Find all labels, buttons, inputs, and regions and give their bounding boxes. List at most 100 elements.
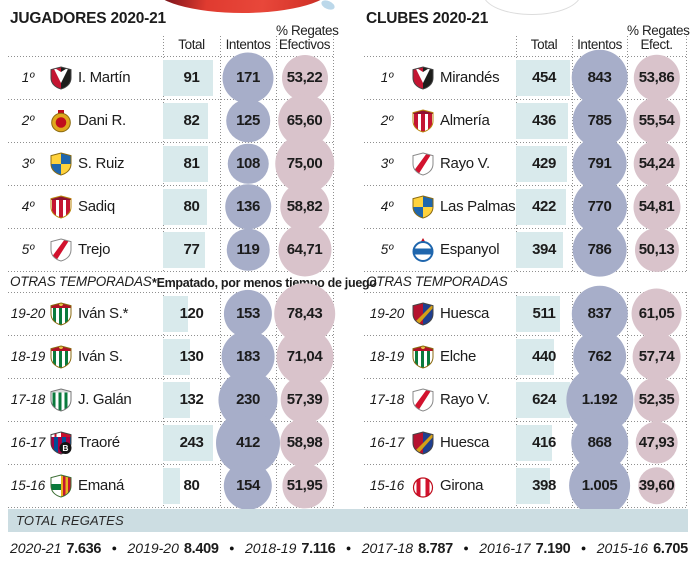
row-rank: 1º <box>21 70 35 85</box>
row-rank: 17-18 <box>369 392 405 407</box>
total-value: 80 <box>183 477 200 494</box>
row-rank: 15-16 <box>369 478 405 493</box>
season-total-item: 2015-16 6.705 <box>597 540 688 557</box>
total-value: 429 <box>532 155 556 172</box>
row-name: Emaná <box>78 477 125 494</box>
row-rank: 2º <box>380 113 394 128</box>
divider-line <box>686 36 687 271</box>
divider-line <box>364 271 686 272</box>
col-header-pct-line1: % Regates <box>627 22 690 38</box>
total-cell: 416 <box>516 421 572 464</box>
pct-cell: 50,13 <box>627 227 686 272</box>
row-name: Iván S. <box>78 348 123 365</box>
total-cell: 243 <box>163 421 220 464</box>
total-regates-banner: TOTAL REGATES <box>8 509 688 532</box>
row-rank: 16-17 <box>10 435 46 450</box>
total-cell: 130 <box>163 335 220 378</box>
huesca-crest-icon <box>410 430 436 455</box>
divider-line <box>8 507 333 508</box>
bullet-separator: ● <box>580 543 587 553</box>
intentos-circle <box>227 143 269 184</box>
club-row: 3º Rayo V. 429 791 54,24 <box>364 136 686 191</box>
row-rank: 5º <box>21 242 35 257</box>
divider-line <box>364 421 686 422</box>
intentos-value: 843 <box>587 69 612 86</box>
row-rank: 5º <box>380 242 394 257</box>
total-value: 454 <box>532 69 556 86</box>
col-header-pct-line1: % Regates <box>276 22 339 38</box>
total-value: 243 <box>179 434 204 451</box>
row-name: Huesca <box>440 434 490 451</box>
intentos-circle <box>223 289 273 338</box>
pct-circle <box>631 288 682 339</box>
bullet-separator: ● <box>111 543 118 553</box>
total-cell: 120 <box>163 292 220 335</box>
player-row: 17-18 J. Galán 132 230 57,39 <box>8 369 333 430</box>
intentos-circle <box>222 52 274 103</box>
divider-line <box>8 185 333 186</box>
divider-line <box>333 36 334 271</box>
club-row: 5º Espanyol 394 786 50,13 <box>364 222 686 277</box>
row-name: S. Ruiz <box>78 155 125 172</box>
pct-value: 47,93 <box>638 434 675 451</box>
season-label: 2015-16 <box>596 539 649 556</box>
season-total-item: 2018-19 7.116 <box>245 540 336 557</box>
barcelona-b-crest-icon: B <box>48 430 74 455</box>
pct-circle <box>280 375 329 424</box>
pct-value: 39,60 <box>638 477 675 494</box>
club-row: 1º Mirandés 454 843 53,86 <box>364 49 686 106</box>
pct-value: 52,35 <box>638 391 675 408</box>
pct-circle <box>633 140 680 187</box>
row-rank: 18-19 <box>369 349 405 364</box>
pct-circle <box>632 332 681 381</box>
player-row: 2º Dani R. 82 125 65,60 <box>8 93 333 148</box>
pct-value: 71,04 <box>286 348 323 365</box>
pct-value: 61,05 <box>638 305 675 322</box>
intentos-value: 837 <box>587 305 612 322</box>
pct-value: 51,95 <box>286 477 323 494</box>
intentos-cell: 108 <box>220 142 276 185</box>
row-name: Las Palmas <box>440 198 516 215</box>
pct-cell: 52,35 <box>627 376 686 423</box>
divider-line <box>364 507 686 508</box>
season-label: 2017-18 <box>361 539 414 556</box>
total-bar <box>163 467 180 504</box>
pct-cell: 64,71 <box>276 222 333 277</box>
total-bar <box>516 467 551 504</box>
pct-cell: 53,22 <box>276 54 333 101</box>
row-rank: 3º <box>380 156 394 171</box>
bullet-separator: ● <box>463 543 469 553</box>
intentos-circle <box>226 98 270 143</box>
pct-circle <box>633 183 680 230</box>
tied-footnote: *Empatado, por menos tiempo de juego <box>152 276 377 290</box>
total-bar <box>163 424 213 461</box>
ball-highlight-decoration <box>319 0 337 12</box>
col-header-pct-line2: Efect. <box>640 37 673 52</box>
pct-value: 50,13 <box>638 241 675 258</box>
total-value: 82 <box>183 112 200 129</box>
pct-cell: 47,93 <box>627 421 686 464</box>
total-bar <box>163 381 191 418</box>
mallorca-crest-icon <box>48 109 74 133</box>
cordoba-crest-icon <box>48 387 74 412</box>
intentos-value: 153 <box>236 305 260 322</box>
total-regates-label: TOTAL REGATES <box>16 513 124 528</box>
season-value: 8.787 <box>418 540 453 557</box>
rayo-crest-icon <box>410 387 436 412</box>
pct-cell: 39,60 <box>627 464 686 507</box>
pct-value: 55,54 <box>638 112 675 129</box>
season-value: 7.116 <box>301 540 336 557</box>
intentos-cell: 412 <box>216 410 280 475</box>
elche-crest-icon <box>48 301 74 326</box>
intentos-value: 154 <box>236 477 260 494</box>
pct-value: 53,22 <box>286 69 323 86</box>
pct-cell: 71,04 <box>276 328 333 385</box>
row-name: Girona <box>440 477 484 494</box>
pct-value: 78,43 <box>286 305 323 322</box>
intentos-cell: 171 <box>220 52 276 103</box>
divider-line <box>572 36 573 271</box>
total-bar <box>163 145 208 182</box>
mirandes-crest-icon <box>410 65 436 90</box>
row-rank: 1º <box>380 70 394 85</box>
total-cell: 398 <box>516 464 572 507</box>
